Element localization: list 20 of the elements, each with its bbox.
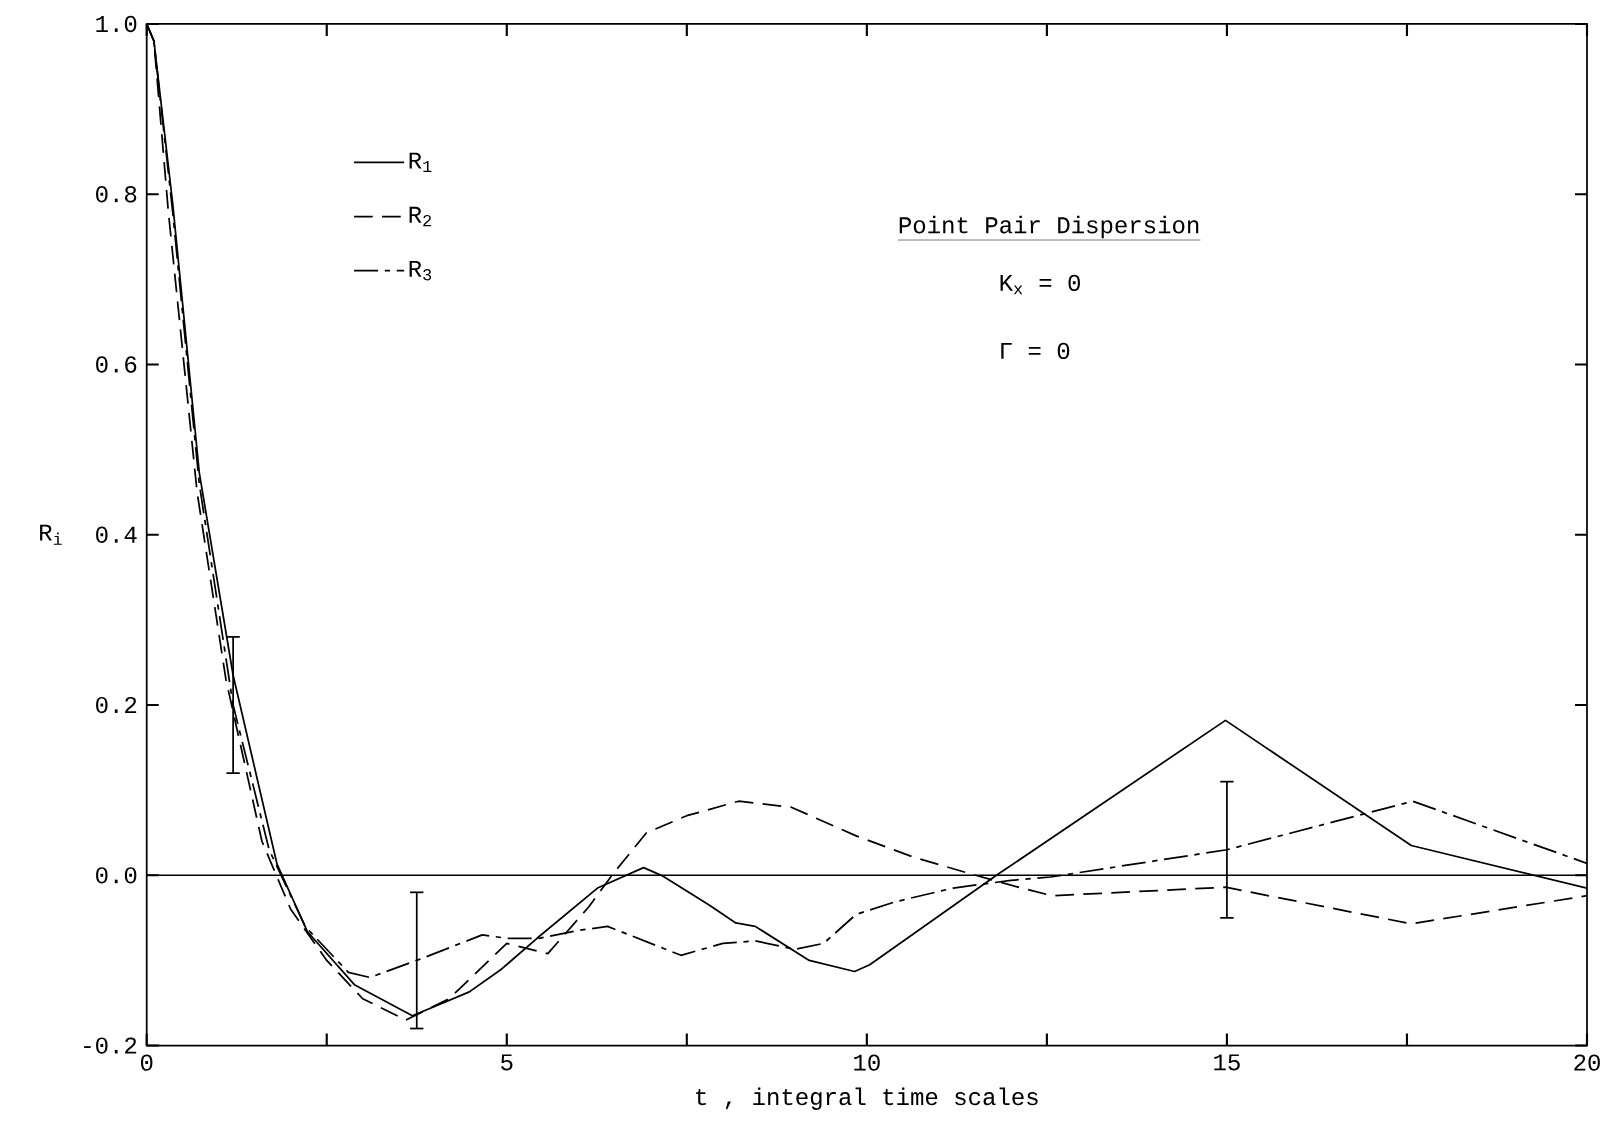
- x-tick-label: 0: [140, 1054, 153, 1071]
- annotation: K$_{x}$ = 0: [1000, 274, 1080, 295]
- x-axis-title: t , integral time scales: [696, 1087, 1038, 1110]
- annotation: Point Pair Dispersion: [899, 215, 1199, 239]
- y-tick-label: 0.2: [96, 696, 137, 714]
- y-tick-label: 0.0: [96, 867, 137, 884]
- annotation: Γ = 0: [1001, 342, 1070, 359]
- x-tick-label: 10: [854, 1054, 880, 1071]
- y-tick-label: 0.6: [96, 356, 137, 373]
- y-axis-title: R$_{i}$: [40, 524, 62, 545]
- legend-label: R$_{3}$: [409, 260, 432, 281]
- x-tick-label: 20: [1574, 1054, 1600, 1071]
- y-tick-label: -0.2: [84, 1037, 137, 1054]
- x-tick-label: 5: [501, 1054, 513, 1071]
- y-tick-label: 1.0: [96, 15, 137, 33]
- y-tick-label: 0.4: [96, 526, 137, 543]
- x-tick-label: 15: [1214, 1054, 1240, 1071]
- legend-label: R$_{1}$: [409, 152, 432, 172]
- legend-label: R$_{2}$: [409, 206, 431, 227]
- y-tick-label: 0.8: [96, 185, 137, 203]
